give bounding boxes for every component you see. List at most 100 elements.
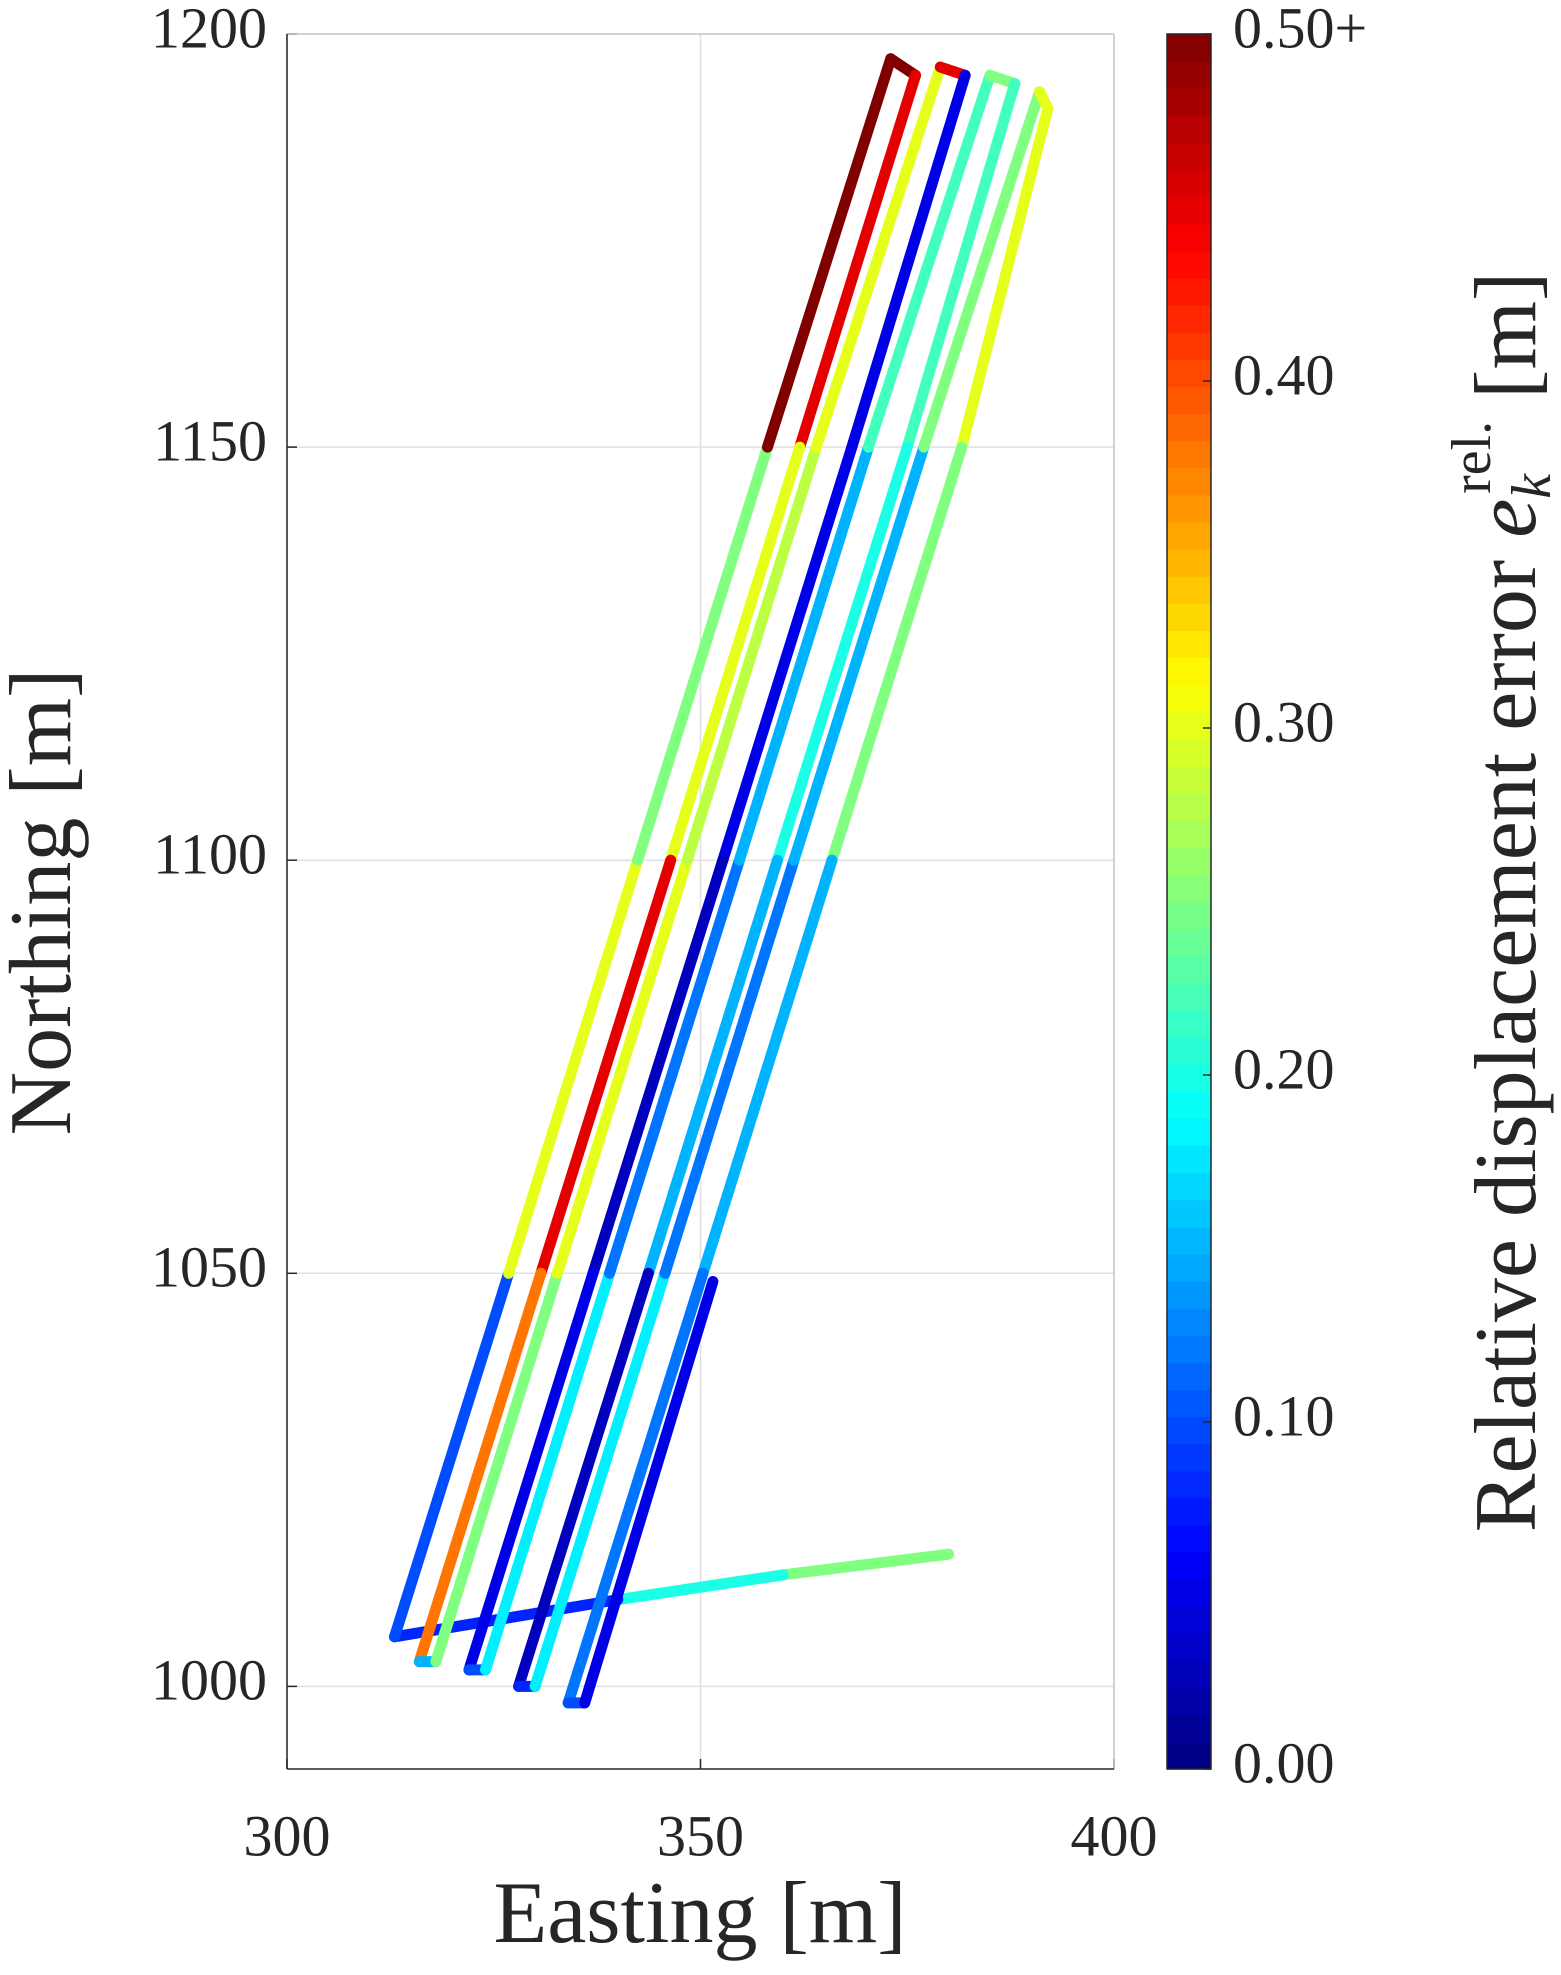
colorbar-cell <box>1167 874 1211 903</box>
colorbar-cell <box>1167 1253 1211 1282</box>
colorbar-cell <box>1167 413 1211 442</box>
track-segment <box>956 102 1054 453</box>
colorbar-tick-label: 0.30 <box>1233 689 1335 754</box>
colorbar-cell <box>1167 169 1211 198</box>
track-segment <box>665 441 806 866</box>
colorbar-cell <box>1167 1552 1211 1580</box>
colorbar-cell <box>1167 576 1211 604</box>
track-segment <box>794 69 922 453</box>
colorbar-cell <box>1167 1497 1211 1526</box>
colorbar-cell <box>1167 928 1211 957</box>
colorbar-cell <box>1167 1633 1211 1662</box>
track-segment <box>535 854 677 1279</box>
colorbar-cell <box>1167 1172 1211 1201</box>
colorbar-label: Relative displacement error ekrel. [m] <box>1420 272 1561 1533</box>
colorbar-cell <box>1167 34 1211 62</box>
colorbar-cell <box>1167 1281 1211 1309</box>
colorbar-cell <box>1167 711 1211 740</box>
colorbar-cell <box>1167 549 1211 577</box>
track-segment <box>697 854 838 1279</box>
colorbar-tick-label: 0.10 <box>1233 1383 1335 1448</box>
colorbar-cell <box>1167 277 1211 306</box>
track-segment <box>579 1276 719 1709</box>
colorbar-tick-label: 0.00 <box>1233 1730 1335 1795</box>
y-tick-label: 1100 <box>153 822 267 887</box>
track-segment <box>413 1267 547 1668</box>
track-segment <box>430 1267 563 1668</box>
colorbar-cell <box>1167 1308 1211 1336</box>
colorbar-cell <box>1167 88 1211 116</box>
track-segment <box>551 854 693 1279</box>
track-segment <box>901 78 1021 453</box>
x-tick-label: 300 <box>244 1803 331 1868</box>
colorbar-tick-label: 0.50+ <box>1233 0 1367 60</box>
track-segment <box>612 1569 789 1606</box>
track-segment <box>771 441 913 866</box>
track-segment <box>642 854 783 1279</box>
colorbar-cell <box>1167 1579 1211 1607</box>
y-tick-label: 1050 <box>151 1235 267 1300</box>
track-segment <box>503 854 644 1279</box>
colorbar-cell <box>1167 142 1211 171</box>
y-tick-label: 1000 <box>151 1648 267 1713</box>
track-segment <box>513 1267 654 1692</box>
colorbar-cell <box>1167 1416 1211 1445</box>
colorbar-cell <box>1167 1064 1211 1092</box>
colorbar-cell <box>1167 440 1211 469</box>
colorbar-cell <box>1167 1037 1211 1065</box>
colorbar-cell <box>1167 1525 1211 1553</box>
track-segment <box>587 854 729 1279</box>
track-segment <box>529 1267 671 1692</box>
track-segment <box>777 1548 955 1581</box>
track-segment <box>826 441 968 866</box>
colorbar-cell <box>1167 332 1211 360</box>
colorbar-cell <box>1167 1714 1211 1743</box>
colorbar-cell <box>1167 61 1211 89</box>
track-segment <box>717 441 858 866</box>
colorbar-cell <box>1167 1443 1211 1472</box>
colorbar-cell <box>1167 1091 1211 1119</box>
colorbar-label-subscript: k <box>1501 473 1561 499</box>
track-segment <box>810 61 946 453</box>
track-segment <box>463 1267 599 1676</box>
track-segment <box>389 1267 515 1643</box>
colorbar-label-symbol: e <box>1458 499 1555 538</box>
track-segment <box>681 441 822 866</box>
colorbar-cell <box>1167 1226 1211 1255</box>
track-segment <box>846 69 971 453</box>
colorbar-cell <box>1167 1389 1211 1418</box>
colorbar-cell <box>1167 305 1211 333</box>
y-tick-label: 1150 <box>153 408 267 473</box>
track-segment <box>918 86 1046 453</box>
colorbar-cell <box>1167 1741 1211 1770</box>
colorbar-cell <box>1167 1606 1211 1635</box>
colorbar-cell <box>1167 955 1211 984</box>
track-segment <box>761 53 897 453</box>
colorbar-cell <box>1167 820 1211 848</box>
colorbar-cell <box>1167 115 1211 144</box>
colorbar-frame <box>1166 33 1212 1770</box>
colorbar-cell <box>1167 467 1211 496</box>
colorbar-label-unit: [m] <box>1458 272 1555 399</box>
colorbar-cell <box>1167 1687 1211 1716</box>
track-segment <box>659 854 800 1279</box>
colorbar-cell <box>1167 250 1211 279</box>
colorbar-cell <box>1167 1335 1211 1363</box>
track-segment <box>733 441 874 866</box>
colorbar-cell <box>1167 494 1211 523</box>
colorbar-cell <box>1167 901 1211 930</box>
colorbar-label-superscript: rel. <box>1441 421 1503 494</box>
colorbar-cell <box>1167 1009 1211 1038</box>
colorbar-tick-label: 0.20 <box>1233 1036 1335 1101</box>
colorbar-tick-label: 0.40 <box>1233 342 1335 407</box>
y-tick-label: 1200 <box>151 0 267 60</box>
colorbar-cell <box>1167 359 1211 388</box>
track-segment <box>632 441 773 866</box>
colorbar-cell <box>1167 603 1211 632</box>
colorbar-cell <box>1167 1660 1211 1689</box>
colorbar-cell <box>1167 765 1211 794</box>
colorbar-cell <box>1167 1470 1211 1499</box>
colorbar-cell <box>1167 196 1211 225</box>
colorbar-cell <box>1167 223 1211 252</box>
track-segment <box>562 1267 709 1709</box>
